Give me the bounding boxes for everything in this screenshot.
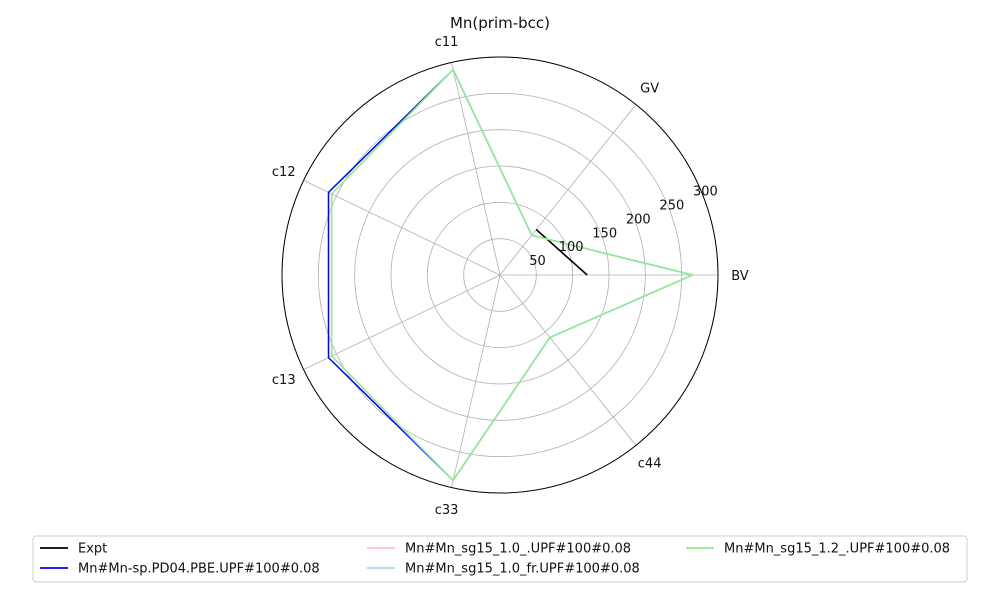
radial-tick-label: 300 bbox=[693, 185, 718, 200]
labels-layer: 50 100 150 200 250 300 BV GV c11 c12 c13 c33 c44 bbox=[272, 35, 749, 518]
legend-label: Mn#Mn_sg15_1.2_.UPF#100#0.08 bbox=[724, 542, 950, 557]
legend-label: Mn#Mn_sg15_1.0_.UPF#100#0.08 bbox=[405, 542, 631, 557]
axis-label-bv: BV bbox=[731, 269, 749, 284]
radial-tick-label: 250 bbox=[659, 198, 684, 213]
polar-frame bbox=[281, 56, 719, 494]
radial-tick-label: 50 bbox=[529, 254, 546, 269]
legend-label: Expt bbox=[78, 542, 107, 557]
radial-tick-label: 200 bbox=[626, 212, 651, 227]
grid-spoke bbox=[303, 180, 501, 276]
legend-box bbox=[32, 535, 968, 583]
radial-tick-label: 100 bbox=[559, 240, 584, 255]
grid-spoke bbox=[499, 104, 637, 276]
legend: Expt Mn#Mn-sp.PD04.PBE.UPF#100#0.08 Mn#Mn_… bbox=[32, 535, 968, 583]
legend-label: Mn#Mn_sg15_1.0_fr.UPF#100#0.08 bbox=[405, 562, 640, 577]
radial-tick-label: 150 bbox=[592, 226, 617, 241]
axis-label-c12: c12 bbox=[272, 165, 296, 180]
grid-spoke bbox=[451, 274, 501, 488]
series-line-0 bbox=[535, 228, 588, 276]
axis-label-c13: c13 bbox=[272, 373, 296, 388]
series-layer bbox=[327, 68, 694, 482]
grid-spoke bbox=[303, 274, 501, 370]
series-line-4 bbox=[330, 68, 694, 482]
axis-label-c44: c44 bbox=[638, 457, 662, 472]
grid-spoke bbox=[451, 62, 501, 276]
legend-label: Mn#Mn-sp.PD04.PBE.UPF#100#0.08 bbox=[78, 562, 320, 577]
grid-layer bbox=[281, 56, 719, 494]
grid-spoke bbox=[499, 274, 637, 446]
axis-label-c11: c11 bbox=[435, 35, 459, 50]
chart-title: Mn(prim-bcc) bbox=[450, 14, 550, 32]
axis-label-c33: c33 bbox=[435, 503, 459, 518]
axis-label-gv: GV bbox=[640, 81, 659, 96]
